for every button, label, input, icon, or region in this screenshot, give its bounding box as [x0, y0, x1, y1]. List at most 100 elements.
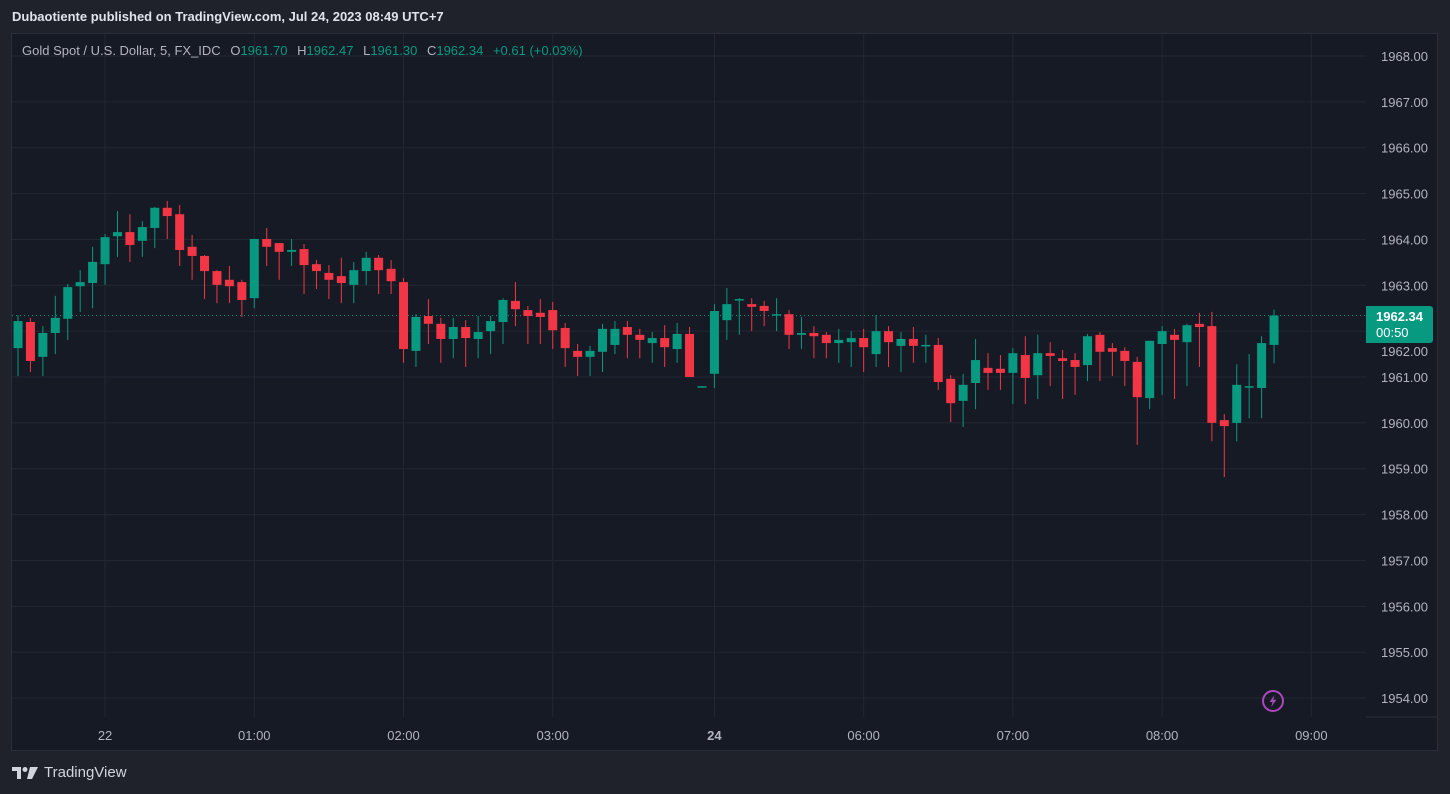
candle-up: [100, 233, 110, 285]
x-tick-label: 03:00: [536, 728, 569, 743]
candle-down: [1132, 356, 1142, 445]
candle-body: [112, 232, 122, 237]
candle-body: [1008, 353, 1018, 373]
candle-body: [125, 232, 135, 245]
candle-body: [13, 321, 23, 349]
symbol-name[interactable]: Gold Spot / U.S. Dollar, 5, FX_IDC: [22, 43, 221, 58]
candle-body: [685, 333, 695, 378]
candle-body: [585, 350, 595, 357]
candle-body: [610, 328, 620, 345]
candle-body: [311, 264, 321, 272]
candle-body: [958, 384, 968, 401]
candle-down: [747, 298, 757, 332]
open-value: 1961.70: [240, 43, 288, 58]
candle-down: [660, 325, 670, 367]
candle-body: [1070, 360, 1080, 367]
last-price-tag: 1962.34 00:50: [1366, 306, 1433, 343]
candle-up: [921, 334, 931, 363]
candle-down: [423, 299, 433, 345]
candle-body: [1269, 315, 1279, 345]
candle-down: [1045, 342, 1055, 387]
tradingview-brand[interactable]: TradingView: [12, 764, 127, 781]
x-tick-label: 06:00: [847, 728, 880, 743]
candle-body: [734, 299, 744, 301]
candle-down: [461, 320, 471, 367]
candle-body: [423, 316, 433, 324]
publication-title: Dubaotiente published on TradingView.com…: [12, 9, 444, 24]
low-label: L: [363, 43, 371, 58]
candle-body: [859, 338, 869, 348]
candle-body: [88, 261, 98, 284]
candle-down: [1207, 311, 1217, 442]
y-tick-label: 1959.00: [1381, 462, 1428, 477]
candle-body: [287, 249, 297, 252]
x-tick-label: 22: [98, 728, 112, 743]
candle-up: [846, 331, 856, 367]
candle-up: [871, 315, 881, 367]
close-value: 1962.34: [436, 43, 484, 58]
candle-down: [548, 301, 558, 350]
candle-down: [573, 344, 583, 377]
candle-body: [597, 328, 607, 352]
candle-body: [921, 344, 931, 347]
candle-body: [523, 310, 533, 317]
candle-up: [734, 298, 744, 335]
candle-down: [821, 332, 831, 359]
candle-up: [1244, 354, 1254, 419]
candle-down: [535, 299, 545, 345]
time-axis: 22 01:00 02:00 03:00 24 06:00 07:00 08:00 09:00: [98, 728, 1328, 743]
y-tick-label: 1956.00: [1381, 599, 1428, 614]
candle-up: [88, 246, 98, 309]
candle-body: [498, 299, 508, 322]
candle-body: [448, 327, 458, 339]
candle-body: [1058, 358, 1068, 361]
symbol-legend: Gold Spot / U.S. Dollar, 5, FX_IDC O1961…: [22, 43, 583, 58]
y-tick-label: 1966.00: [1381, 141, 1428, 156]
lightning-icon[interactable]: [1262, 690, 1284, 712]
candle-body: [486, 321, 496, 332]
candle-up: [772, 298, 782, 332]
close-label: C: [426, 43, 437, 58]
candle-body: [399, 282, 409, 350]
candle-down: [436, 317, 446, 363]
y-tick-label: 1967.00: [1381, 95, 1428, 110]
candle-body: [971, 360, 981, 383]
candle-down: [933, 338, 943, 390]
x-tick-label: 24: [707, 728, 722, 743]
candle-down: [1107, 343, 1117, 377]
high-value: 1962.47: [306, 43, 354, 58]
candle-body: [896, 338, 906, 346]
y-tick-label: 1954.00: [1381, 691, 1428, 706]
x-tick-label: 07:00: [997, 728, 1030, 743]
candle-down: [187, 234, 197, 280]
candle-down: [399, 277, 409, 363]
candle-body: [871, 331, 881, 355]
candle-body: [1257, 343, 1267, 389]
candle-body: [224, 279, 234, 287]
candle-body: [1033, 353, 1043, 376]
candle-body: [473, 332, 483, 339]
y-tick-label: 1965.00: [1381, 187, 1428, 202]
candle-up: [1182, 323, 1192, 387]
candle-body: [846, 338, 856, 343]
candle-up: [610, 321, 620, 355]
candle-up: [1232, 364, 1242, 442]
candle-body: [361, 257, 371, 272]
candle-body: [510, 300, 520, 310]
candle-body: [548, 310, 558, 331]
candle-body: [349, 270, 359, 285]
candle-body: [722, 304, 732, 321]
chart-panel[interactable]: [11, 33, 1438, 751]
x-tick-label: 08:00: [1146, 728, 1179, 743]
price-axis: 1968.00 1967.00 1966.00 1965.00 1964.00 1963.…: [1366, 49, 1437, 718]
candle-down: [809, 326, 819, 359]
candle-up: [1082, 333, 1092, 382]
candle-up: [349, 261, 359, 304]
candle-body: [25, 321, 35, 361]
candle-up: [63, 283, 73, 340]
candle-up: [38, 326, 48, 377]
y-tick-label: 1962.00: [1381, 344, 1428, 359]
candle-body: [324, 272, 334, 280]
candle-body: [1194, 323, 1204, 328]
